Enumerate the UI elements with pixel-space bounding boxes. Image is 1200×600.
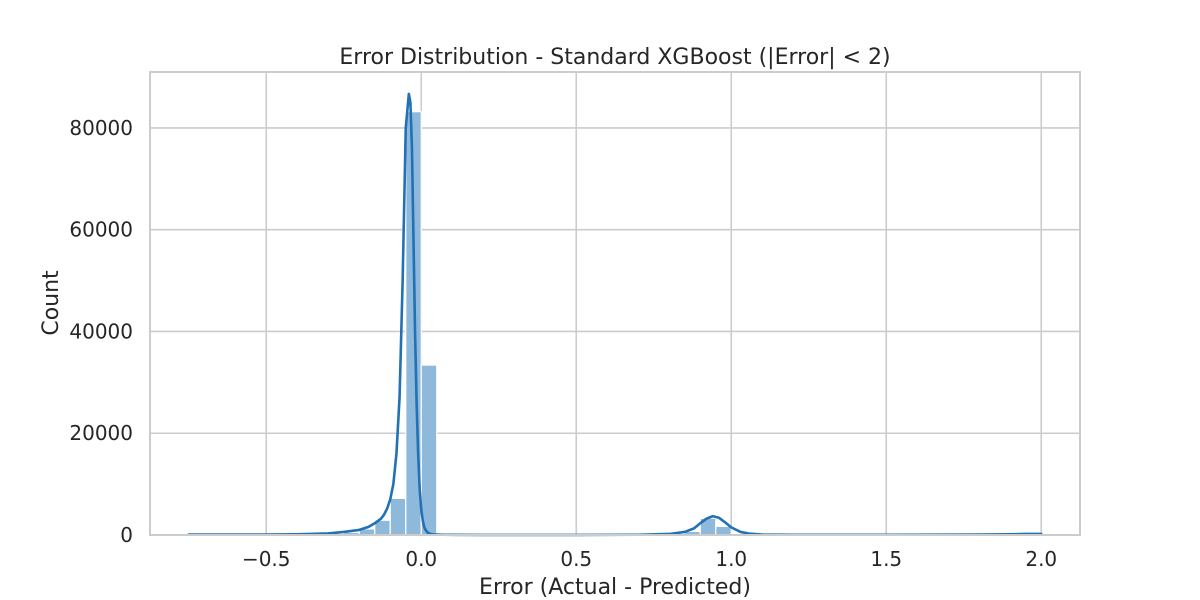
tick-labels: −0.5 0.0 0.5 1.0 1.5 2.0 0 20000 40000 60000 80000 [69, 116, 1057, 571]
chart-title: Error Distribution - Standard XGBoost (|… [339, 45, 890, 70]
histogram-bars [188, 111, 1042, 536]
x-tick-label: −0.5 [242, 547, 291, 571]
kde-curve [187, 92, 1043, 537]
histogram-bar [389, 497, 407, 536]
x-tick-label: 2.0 [1025, 547, 1057, 571]
y-axis-label: Count [39, 270, 64, 336]
x-tick-label: 0.0 [405, 547, 437, 571]
x-tick-label: 0.5 [560, 547, 592, 571]
y-tick-label: 20000 [69, 421, 133, 445]
histogram-bar [715, 525, 732, 536]
histogram-bar [420, 364, 438, 536]
plot-area-border [149, 71, 1081, 536]
axes-frame [149, 71, 1081, 536]
kde-curve-layer [187, 92, 1043, 537]
y-tick-label: 0 [120, 523, 133, 547]
grid-lines [150, 72, 1080, 536]
x-tick-label: 1.5 [870, 547, 902, 571]
y-tick-label: 40000 [69, 319, 133, 343]
x-axis-label: Error (Actual - Predicted) [479, 575, 751, 600]
y-tick-label: 60000 [69, 218, 133, 242]
y-tick-label: 80000 [69, 116, 133, 140]
x-tick-label: 1.0 [715, 547, 747, 571]
